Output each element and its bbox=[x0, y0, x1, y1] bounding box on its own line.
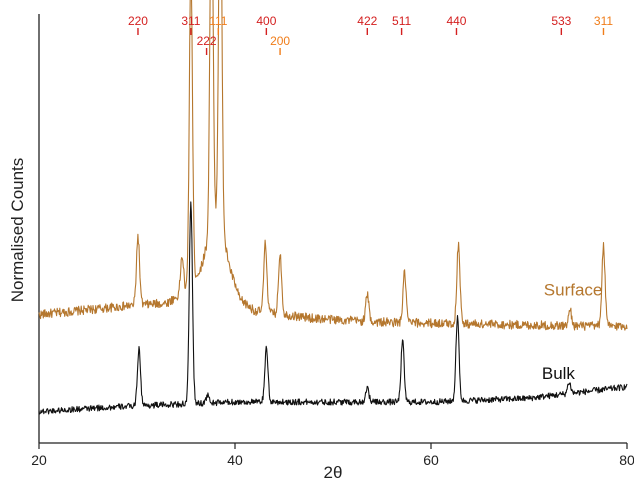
series-line-surface bbox=[38, 0, 628, 331]
peak-index-labels: 220 311 111 222 400 200 422 511 440 533 311 bbox=[128, 14, 613, 55]
x-axis-title: 2θ bbox=[324, 463, 343, 482]
x-tick-label: 20 bbox=[31, 452, 47, 468]
x-tick-label: 80 bbox=[619, 452, 634, 468]
x-tick-label: 40 bbox=[227, 452, 243, 468]
x-tick-label: 60 bbox=[423, 452, 439, 468]
axes bbox=[38, 14, 627, 444]
peak-index-label: 422 bbox=[357, 14, 377, 28]
peak-index-label: 311 bbox=[181, 14, 200, 28]
peak-index-label: 440 bbox=[446, 14, 466, 28]
peak-index-label: 311 bbox=[594, 14, 613, 28]
x-ticks: 20 40 60 80 bbox=[31, 443, 634, 468]
peak-index-label: 222 bbox=[197, 34, 217, 48]
series-line-bulk bbox=[38, 201, 628, 415]
peak-index-label: 200 bbox=[270, 34, 290, 48]
peak-index-label: 511 bbox=[392, 14, 411, 28]
peak-index-label: 400 bbox=[256, 14, 276, 28]
peak-index-label: 533 bbox=[551, 14, 571, 28]
peak-index-label: 111 bbox=[209, 14, 228, 28]
series-label-surface: Surface bbox=[544, 281, 603, 300]
peak-index-label: 220 bbox=[128, 14, 148, 28]
series-labels: Surface Bulk bbox=[542, 281, 603, 384]
y-axis-title: Normalised Counts bbox=[8, 158, 27, 303]
series-layer bbox=[38, 0, 628, 415]
series-label-bulk: Bulk bbox=[542, 364, 576, 383]
